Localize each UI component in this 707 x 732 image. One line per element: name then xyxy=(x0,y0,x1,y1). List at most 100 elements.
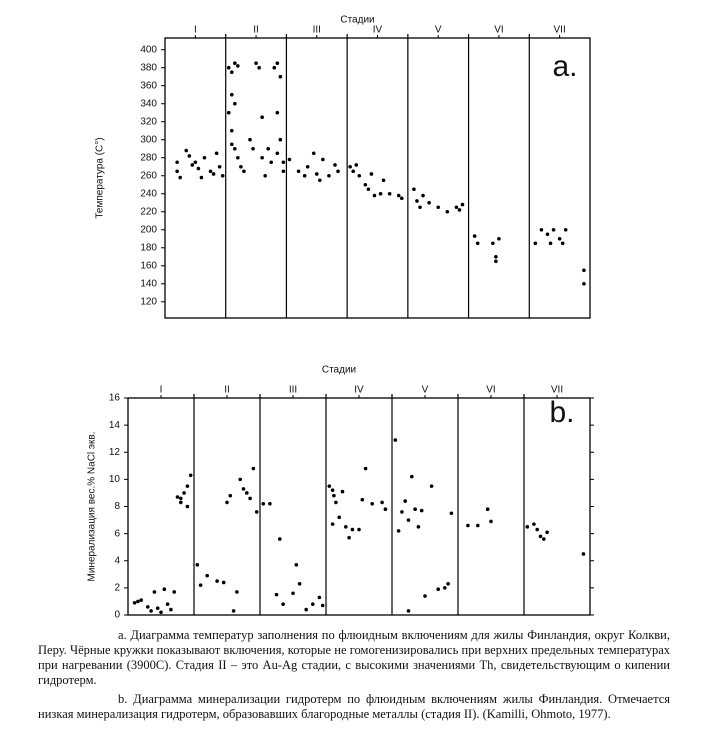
point xyxy=(475,241,480,246)
y-tick-label: 140 xyxy=(140,278,157,289)
point xyxy=(287,157,292,162)
point xyxy=(381,178,386,183)
y-axis-label: Минерализация вес.% NaCl экв. xyxy=(87,432,98,582)
chart-title: Стадии xyxy=(322,365,356,376)
point xyxy=(327,173,331,178)
point xyxy=(317,595,322,600)
y-tick-label: 8 xyxy=(114,501,120,512)
point xyxy=(175,160,179,165)
point xyxy=(139,598,143,602)
point xyxy=(423,594,427,598)
point xyxy=(418,205,422,210)
point xyxy=(436,587,441,592)
point xyxy=(399,196,404,201)
point xyxy=(297,582,302,586)
point xyxy=(221,580,226,585)
point xyxy=(208,169,213,174)
x-tick-label: V xyxy=(435,25,442,36)
point xyxy=(449,511,454,516)
point xyxy=(296,169,301,174)
point xyxy=(466,523,470,528)
x-tick-label: VII xyxy=(551,385,563,396)
point xyxy=(226,65,231,70)
point xyxy=(275,110,280,115)
point xyxy=(251,146,255,151)
caption-paragraph: a. Диаграмма температур заполнения по фл… xyxy=(38,628,670,687)
point xyxy=(257,65,261,70)
point xyxy=(332,493,336,498)
point xyxy=(231,609,236,613)
x-tick-label: VII xyxy=(554,25,566,36)
point xyxy=(429,484,434,488)
point xyxy=(337,515,342,520)
point xyxy=(396,193,401,198)
x-tick-label: IV xyxy=(354,385,364,396)
point xyxy=(363,466,368,471)
y-tick-label: 6 xyxy=(114,528,120,539)
point xyxy=(476,523,480,528)
y-tick-label: 300 xyxy=(140,134,157,145)
x-tick-label: I xyxy=(194,25,197,36)
point xyxy=(533,241,538,246)
point xyxy=(263,173,267,178)
point xyxy=(380,500,384,505)
point xyxy=(229,142,234,147)
caption-paragraph: b. Диаграмма минерализации гидротерм по … xyxy=(38,692,670,721)
point xyxy=(254,61,258,66)
y-tick-label: 280 xyxy=(140,152,157,163)
point xyxy=(185,504,190,509)
y-tick-label: 14 xyxy=(109,420,121,431)
y-tick-label: 0 xyxy=(114,610,120,621)
point xyxy=(494,259,498,264)
y-tick-label: 380 xyxy=(140,62,157,73)
y-tick-label: 340 xyxy=(140,98,157,109)
point xyxy=(188,473,193,478)
point xyxy=(410,474,414,479)
point xyxy=(155,606,160,611)
point xyxy=(327,484,332,488)
caption: a. Диаграмма температур заполнения по фл… xyxy=(38,628,670,726)
point xyxy=(275,61,280,66)
point xyxy=(350,527,355,532)
point xyxy=(334,500,338,505)
point xyxy=(560,241,565,246)
point xyxy=(357,527,361,532)
point xyxy=(233,146,237,151)
point xyxy=(175,169,179,174)
y-tick-label: 16 xyxy=(109,393,121,404)
point xyxy=(132,600,137,605)
point xyxy=(272,65,277,70)
annotation: b. xyxy=(549,396,574,429)
point xyxy=(278,537,282,541)
point xyxy=(491,241,495,246)
point xyxy=(136,599,140,604)
x-tick-label: VI xyxy=(494,25,503,36)
point xyxy=(304,607,309,612)
point xyxy=(146,605,150,609)
point xyxy=(383,507,388,512)
plot-frame xyxy=(164,37,591,319)
point xyxy=(175,495,180,499)
point xyxy=(245,491,249,495)
point xyxy=(182,491,186,495)
point xyxy=(427,200,431,205)
point xyxy=(274,592,279,597)
point xyxy=(233,101,237,106)
point xyxy=(278,74,283,79)
point xyxy=(217,164,222,169)
point xyxy=(235,590,239,594)
point xyxy=(351,169,356,174)
point xyxy=(485,507,490,512)
point xyxy=(538,534,543,539)
point xyxy=(190,163,195,167)
point xyxy=(178,175,182,180)
point xyxy=(214,151,219,156)
point xyxy=(354,163,359,167)
point xyxy=(199,175,204,180)
point xyxy=(330,522,335,526)
point xyxy=(406,518,411,522)
point xyxy=(548,241,553,246)
point xyxy=(545,232,550,237)
point xyxy=(532,522,536,526)
